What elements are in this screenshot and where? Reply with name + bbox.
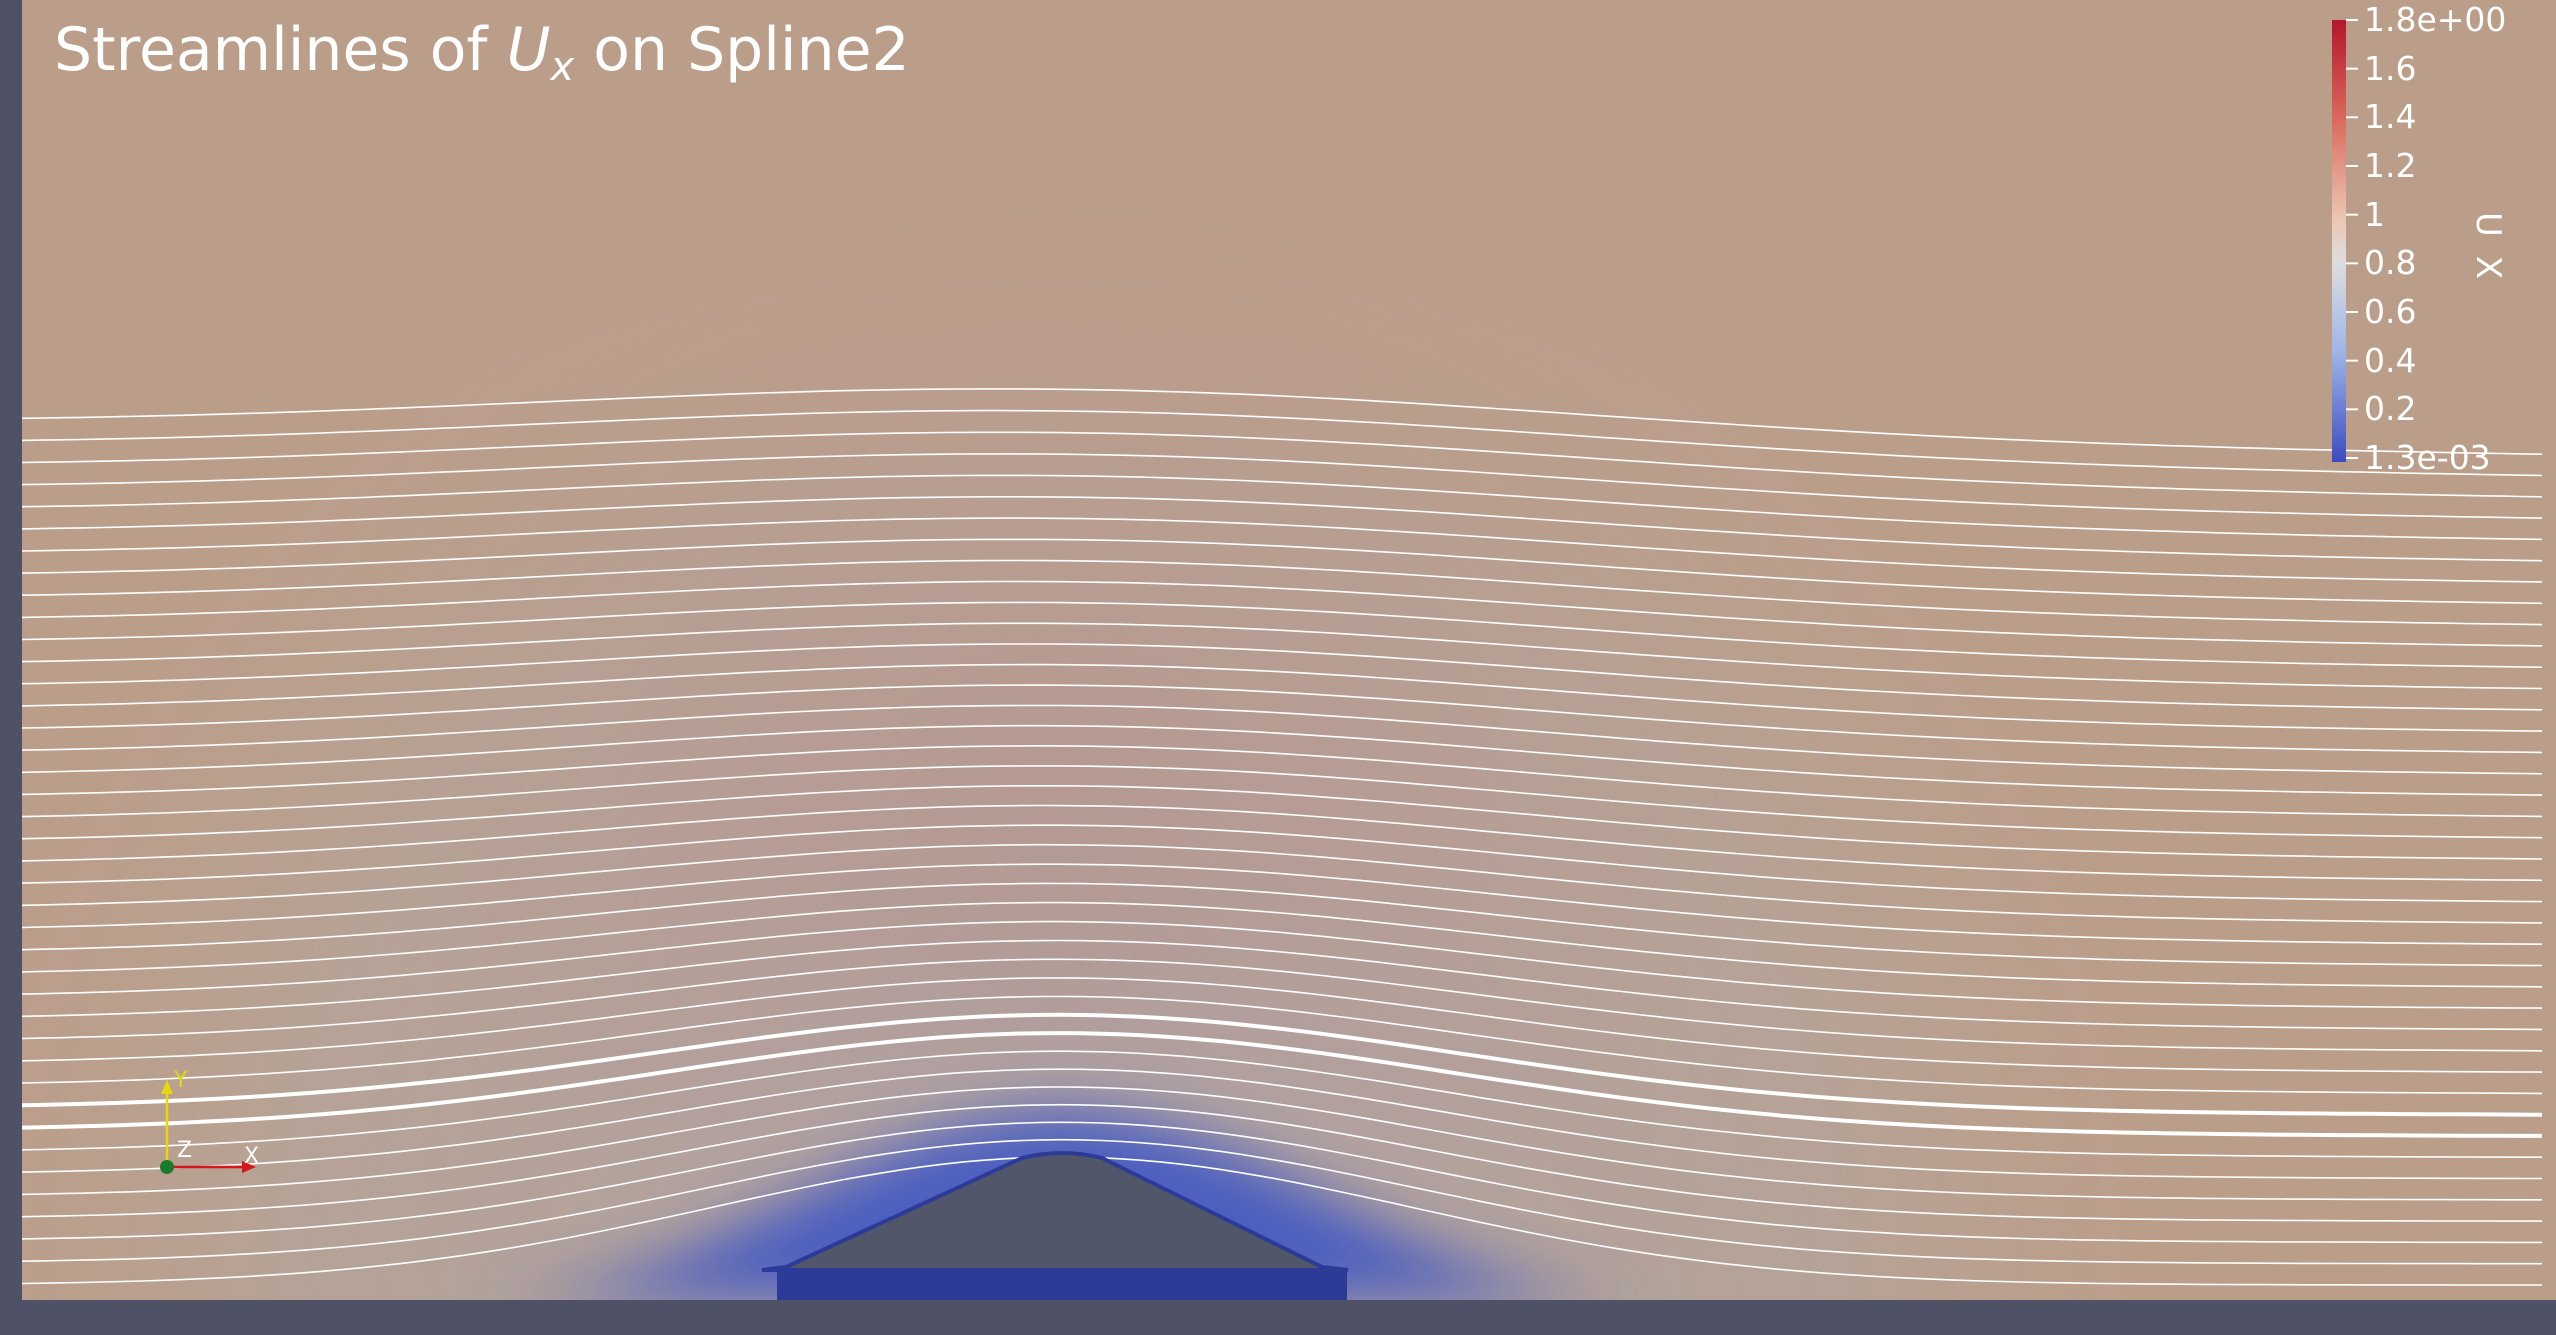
streamline — [22, 559, 2543, 626]
colorbar-title: U X — [2468, 212, 2508, 283]
streamline — [22, 977, 2543, 1073]
axis-label-x: X — [244, 1144, 260, 1169]
colorbar-tick-label: 0.4 — [2364, 340, 2417, 380]
streamline — [22, 622, 2543, 690]
orientation-axes — [160, 1080, 256, 1174]
streamline — [22, 1121, 2542, 1244]
flow-visualization[interactable] — [22, 0, 2556, 1300]
streamline — [22, 684, 2543, 754]
near-wall-region — [22, 0, 2556, 1300]
colorbar-tick-label: 1.2 — [2364, 146, 2417, 185]
streamline — [22, 1068, 2542, 1180]
colorbar-tick-label: 1.8e+00 — [2364, 0, 2507, 39]
streamline — [22, 995, 2543, 1095]
streamline — [22, 958, 2543, 1052]
hill-geometry — [761, 1151, 1349, 1272]
title-symbol: U — [506, 15, 551, 85]
colorbar-tick-label: 0.6 — [2364, 292, 2417, 331]
render-viewport[interactable]: 1.8e+00 1.6 1.4 1.2 1 0.8 0.6 0.4 0.2 1.3e-03 Y X… — [22, 0, 2556, 1300]
streamline — [22, 863, 2543, 945]
streamline — [22, 663, 2543, 732]
streamline — [22, 496, 2543, 562]
title-prefix: Streamlines of — [54, 15, 507, 85]
streamline — [22, 724, 2543, 796]
streamline — [22, 744, 2543, 818]
streamline — [22, 388, 2543, 455]
streamline — [22, 1031, 2542, 1138]
streamline — [22, 785, 2543, 860]
streamline — [22, 1156, 2542, 1286]
streamline — [22, 882, 2543, 967]
streamline — [22, 409, 2543, 477]
view-title: Streamlines of Ux on Spline2 — [54, 12, 910, 105]
streamlines — [22, 388, 2543, 1286]
streamline — [22, 901, 2543, 988]
streamline — [22, 1012, 2543, 1117]
colorbar-tick-label: 1.6 — [2364, 48, 2417, 88]
colorbar-tick-label: 0.2 — [2364, 389, 2417, 429]
colorbar — [2332, 20, 2346, 462]
z-axis-marker — [160, 1160, 174, 1174]
streamline — [22, 431, 2543, 498]
colorbar-tick-label: 1 — [2364, 194, 2385, 234]
wall-base — [777, 1270, 1347, 1300]
streamline — [22, 804, 2543, 882]
streamline — [22, 474, 2543, 541]
streamline — [22, 939, 2543, 1031]
streamline — [22, 1138, 2542, 1265]
colorbar-tick-label: 1.4 — [2364, 97, 2417, 137]
streamline — [22, 1086, 2542, 1201]
streamline — [22, 1050, 2542, 1158]
streamline — [22, 643, 2543, 711]
streamline — [22, 920, 2543, 1009]
streamline — [22, 765, 2543, 839]
colorbar-tick-label: 0.8 — [2364, 243, 2417, 283]
axis-label-z: Z — [177, 1138, 193, 1163]
streamline — [22, 843, 2543, 924]
streamline — [22, 453, 2543, 519]
streamline — [22, 517, 2543, 583]
title-suffix: on Spline2 — [574, 15, 910, 85]
streamline — [22, 704, 2543, 775]
streamline — [22, 1103, 2542, 1222]
streamline — [22, 601, 2543, 668]
streamline — [22, 580, 2543, 647]
title-subscript: x — [550, 44, 575, 90]
colorbar-tick-label: 1.3e-03 — [2364, 438, 2491, 477]
streamline — [22, 538, 2543, 605]
axis-label-y: Y — [174, 1068, 188, 1093]
streamline — [22, 824, 2543, 903]
colorbar-ticks — [2346, 19, 2358, 459]
